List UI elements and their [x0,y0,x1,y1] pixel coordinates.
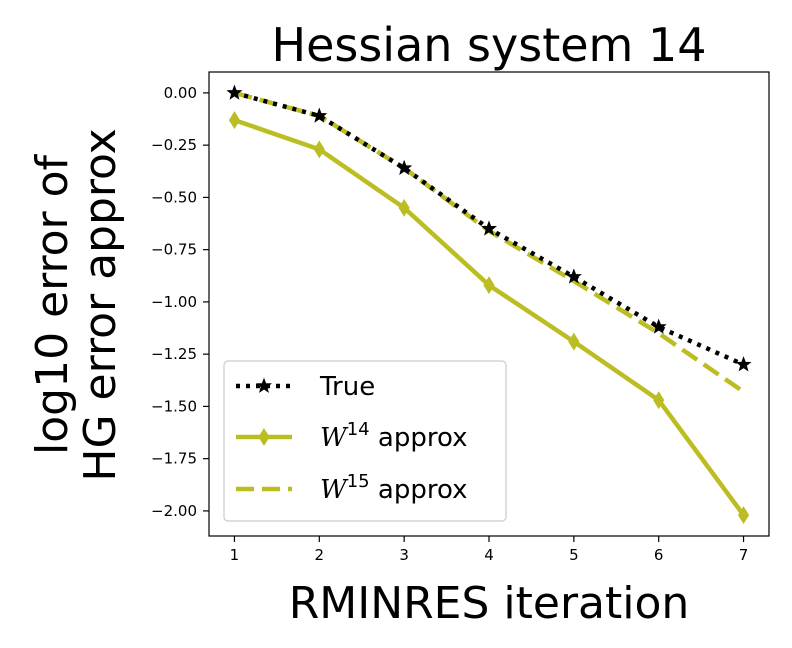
point-marker [568,332,580,351]
point-marker [398,198,410,217]
y-tick-label: −1.50 [151,397,197,415]
x-tick-label: 1 [230,546,240,564]
series-markers [226,84,752,525]
point-marker [311,107,328,123]
y-axis-label-line1: log10 error of [27,154,78,455]
legend-label-2: W15 approx [320,471,467,505]
point-marker [650,318,667,334]
y-tick-label: −1.75 [151,450,197,468]
point-marker [228,111,241,130]
legend-label-suffix: approx [370,475,468,505]
x-tick-label: 3 [399,546,409,564]
point-marker [480,220,498,236]
x-axis-label: RMINRES iteration [289,578,690,629]
legend-label-prefix: W [320,423,349,453]
legend-marker [255,377,273,393]
point-marker [735,356,752,372]
y-tick-label: 0.00 [164,84,197,102]
y-tick-label: −0.25 [151,136,197,154]
axis-ticks: 1 2 3 4 5 6 7 0.00 −0.25 −0.50 −0.75 −1.00 −1.25 −1.5… [151,84,748,564]
y-axis-label: log10 error of HG error approx [27,128,126,481]
legend-label-0: True [319,372,375,402]
legend-marker [258,428,270,446]
x-tick-label: 2 [315,546,325,564]
point-marker [737,506,750,525]
point-marker [483,276,495,295]
y-tick-label: −1.00 [151,293,197,311]
x-tick-label: 7 [739,546,749,564]
series-line-2 [233,90,745,394]
point-marker [226,84,243,100]
point-marker [565,268,582,284]
point-marker [653,391,665,410]
x-tick-label: 4 [484,546,494,564]
y-tick-label: −2.00 [151,502,197,520]
legend-label-1: W14 approx [320,419,467,453]
x-tick-label: 6 [654,546,664,564]
y-axis-label-line2: HG error approx [75,128,126,481]
point-marker [313,140,325,159]
y-tick-label: −0.50 [151,188,197,206]
y-tick-label: −1.25 [151,345,197,363]
legend-label-prefix: W [320,475,349,505]
x-tick-label: 5 [569,546,579,564]
legend-label-suffix: approx [370,423,468,453]
legend-box [223,360,507,522]
legend-label-sup: 14 [347,419,370,440]
legend-label-sup: 15 [347,471,370,492]
chart-title: Hessian system 14 [271,18,706,72]
y-tick-label: −0.75 [151,241,197,259]
plot-frame [208,71,770,537]
point-marker [396,159,413,175]
